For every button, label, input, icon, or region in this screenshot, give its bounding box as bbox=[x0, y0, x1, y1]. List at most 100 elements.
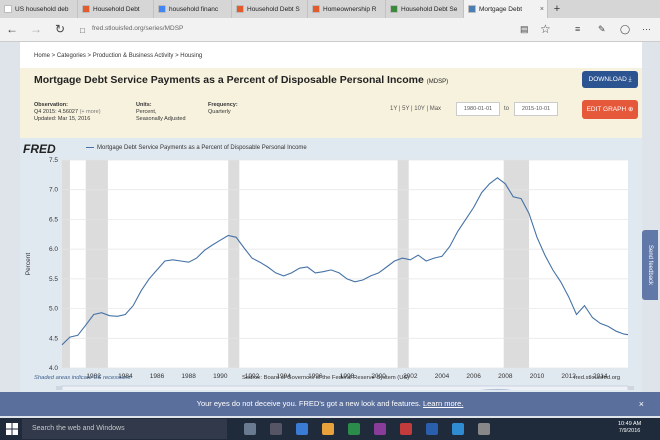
taskbar: Search the web and Windows 10:49 AM 7/9/… bbox=[0, 418, 660, 440]
more-link[interactable]: (+ more) bbox=[79, 109, 101, 115]
edit-graph-button[interactable]: EDIT GRAPH ⊕ bbox=[582, 100, 638, 119]
share-icon[interactable]: ◯ bbox=[620, 24, 631, 34]
x-tick-label: 1990 bbox=[213, 373, 228, 380]
x-tick-label: 1994 bbox=[276, 373, 291, 380]
windows-start-icon[interactable] bbox=[6, 423, 18, 435]
frequency-info: Frequency: Quarterly bbox=[208, 102, 238, 115]
browser-tab[interactable]: household financ bbox=[154, 0, 232, 18]
fred-url[interactable]: fred.stlouisfed.org bbox=[574, 375, 621, 381]
learn-more-link[interactable]: Learn more. bbox=[422, 399, 464, 408]
edge-icon[interactable] bbox=[296, 423, 308, 435]
range-selector[interactable]: 1Y | 5Y | 10Y | Max bbox=[390, 106, 442, 112]
x-tick-label: 1996 bbox=[308, 373, 323, 380]
browser-tab[interactable]: Homeownership R bbox=[308, 0, 386, 18]
x-tick-label: 2012 bbox=[561, 373, 576, 380]
x-tick-label: 2000 bbox=[371, 373, 386, 380]
close-tab-icon[interactable]: × bbox=[539, 5, 544, 13]
plot-background bbox=[62, 160, 628, 368]
tab-label: Household Debt S bbox=[247, 5, 300, 13]
lock-icon: □ bbox=[80, 26, 85, 35]
excel-icon[interactable] bbox=[348, 423, 360, 435]
breadcrumb[interactable]: Home > Categories > Production & Busines… bbox=[34, 53, 203, 59]
chart-legend: Mortgage Debt Service Payments as a Perc… bbox=[86, 145, 307, 151]
y-tick-label: 5.5 bbox=[49, 276, 58, 283]
page-title: Mortgage Debt Service Payments as a Perc… bbox=[34, 74, 449, 86]
x-tick-label: 1986 bbox=[150, 373, 165, 380]
close-icon[interactable]: × bbox=[638, 399, 644, 409]
tab-label: Household Debt bbox=[93, 5, 140, 13]
recession-band bbox=[397, 160, 409, 368]
browser-tab[interactable]: Mortgage Debt × bbox=[464, 0, 548, 18]
hub-icon[interactable]: ≡ bbox=[575, 24, 581, 34]
tab-label: Household Debt Se bbox=[401, 5, 458, 13]
source-note: Source: Board of Governors of the Federa… bbox=[242, 375, 410, 381]
line-chart: 4.0 4.5 5.0 5.5 6.0 6.5 7.0 7.5 1982 1984 1986 1988… bbox=[25, 157, 634, 390]
favorite-star-icon[interactable]: ☆ bbox=[540, 22, 551, 36]
x-tick-label: 1992 bbox=[245, 373, 260, 380]
recession-note: Shaded areas indicate US recessions bbox=[34, 375, 131, 381]
navigator-handle-left bbox=[56, 386, 62, 390]
x-tick-label: 2004 bbox=[435, 373, 450, 380]
taskbar-clock: 10:49 AM 7/9/2016 bbox=[618, 421, 642, 434]
app-icon[interactable] bbox=[478, 423, 490, 435]
back-arrow-icon[interactable]: ← bbox=[6, 22, 18, 36]
y-tick-label: 7.5 bbox=[49, 157, 58, 164]
observation-info: Observation: Q4 2015: 4.56027 (+ more) U… bbox=[34, 102, 101, 122]
x-tick-label: 1982 bbox=[86, 373, 101, 380]
fred-logo: FRED bbox=[23, 142, 56, 156]
tab-favicon-icon bbox=[82, 5, 90, 13]
forward-arrow-icon[interactable]: → bbox=[30, 22, 42, 36]
recession-band bbox=[62, 160, 70, 368]
reading-view-icon[interactable]: ▤ bbox=[520, 24, 529, 34]
tab-label: household financ bbox=[169, 5, 219, 13]
task-view-icon[interactable] bbox=[270, 423, 282, 435]
recession-band bbox=[228, 160, 240, 368]
units-info: Units: Percent, Seasonally Adjusted bbox=[136, 102, 186, 122]
y-tick-label: 4.0 bbox=[49, 365, 58, 372]
tab-favicon-icon bbox=[158, 5, 166, 13]
x-tick-label: 2010 bbox=[530, 373, 545, 380]
browser-tab[interactable]: Household Debt bbox=[78, 0, 154, 18]
x-tick-label: 1984 bbox=[118, 373, 133, 380]
powerpoint-icon[interactable] bbox=[400, 423, 412, 435]
more-icon[interactable]: ⋯ bbox=[642, 24, 651, 34]
recession-band bbox=[85, 160, 108, 368]
word-icon[interactable] bbox=[426, 423, 438, 435]
to-label: to bbox=[504, 106, 510, 112]
microphone-icon[interactable] bbox=[244, 423, 256, 435]
onenote-icon[interactable] bbox=[374, 423, 386, 435]
download-button[interactable]: DOWNLOAD ⤓ bbox=[582, 71, 638, 88]
announcement-banner: Your eyes do not deceive you. FRED's got… bbox=[0, 392, 660, 416]
y-tick-label: 6.5 bbox=[49, 216, 58, 223]
tab-favicon-icon bbox=[312, 5, 320, 13]
send-feedback-button[interactable]: Send feedback bbox=[642, 230, 658, 300]
tab-favicon-icon bbox=[4, 5, 12, 13]
start-date-input[interactable]: 1980-01-01 bbox=[456, 102, 500, 116]
url-field[interactable]: fred.stlouisfed.org/series/MDSP bbox=[92, 25, 184, 32]
file-explorer-icon[interactable] bbox=[322, 423, 334, 435]
x-tick-label: 2014 bbox=[593, 373, 608, 380]
recession-band bbox=[503, 160, 530, 368]
data-series-line bbox=[61, 177, 629, 346]
fred-page: Home > Categories > Production & Busines… bbox=[20, 42, 642, 392]
note-icon[interactable]: ✎ bbox=[598, 24, 606, 34]
browser-tab[interactable]: Household Debt S bbox=[232, 0, 308, 18]
tab-label: US household deb bbox=[15, 5, 69, 13]
browser-tab[interactable]: Household Debt Se bbox=[386, 0, 464, 18]
end-date-input[interactable]: 2015-10-01 bbox=[514, 102, 558, 116]
taskbar-search-box[interactable]: Search the web and Windows bbox=[22, 419, 227, 439]
observation-value: 4.56027 bbox=[58, 109, 79, 115]
tab-bar: US household deb Household Debt household … bbox=[0, 0, 660, 18]
browser-tab[interactable]: US household deb bbox=[0, 0, 78, 18]
y-axis-label: Percent bbox=[25, 253, 32, 276]
y-tick-label: 5.0 bbox=[49, 306, 58, 313]
skype-icon[interactable] bbox=[452, 423, 464, 435]
new-tab-button[interactable]: + bbox=[553, 3, 561, 15]
address-bar: ← → ↻ □ fred.stlouisfed.org/series/MDSP … bbox=[0, 18, 660, 42]
tab-favicon-icon bbox=[390, 5, 398, 13]
y-tick-label: 7.0 bbox=[49, 187, 58, 194]
range-navigator bbox=[61, 385, 629, 390]
x-tick-label: 1988 bbox=[181, 373, 196, 380]
refresh-icon[interactable]: ↻ bbox=[55, 22, 66, 36]
legend-line-icon bbox=[86, 146, 94, 149]
